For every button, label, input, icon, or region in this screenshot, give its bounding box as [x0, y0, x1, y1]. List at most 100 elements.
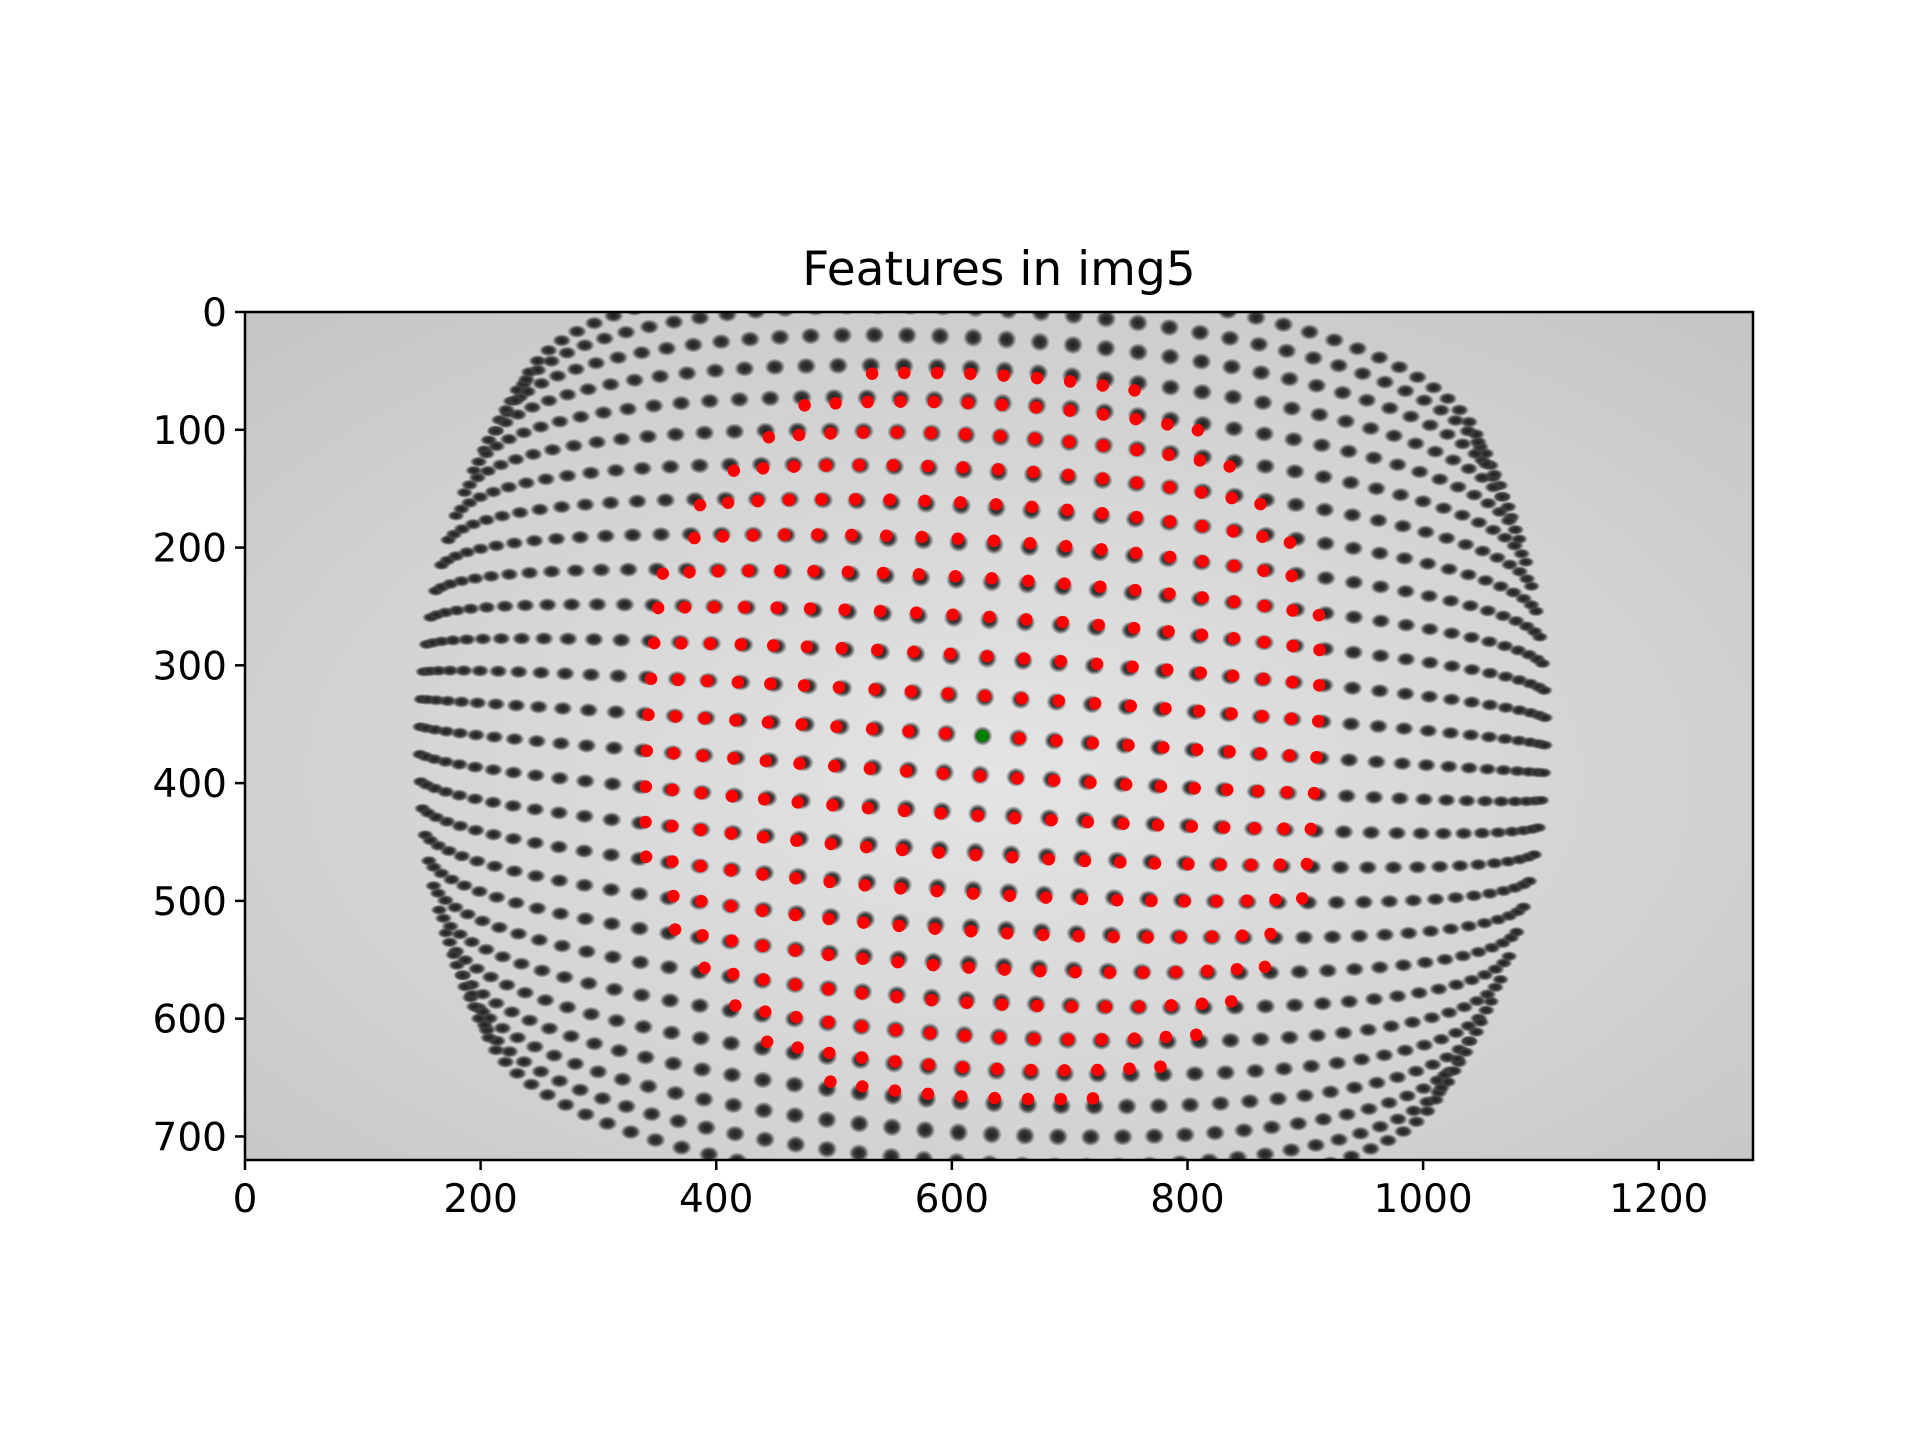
feature-point: [958, 1029, 972, 1043]
feature-point: [1310, 750, 1323, 764]
image-dot: [586, 434, 607, 450]
feature-point: [927, 395, 941, 409]
image-dot: [483, 795, 503, 809]
image-dot: [665, 426, 686, 443]
image-dot: [462, 935, 482, 949]
image-dot: [1341, 1149, 1362, 1160]
feature-point: [667, 889, 680, 903]
image-dot: [915, 1120, 936, 1140]
image-dot: [1499, 514, 1519, 527]
image-dot: [1358, 1101, 1379, 1116]
image-dot: [541, 564, 562, 579]
feature-point: [696, 749, 709, 763]
image-dot: [550, 736, 571, 751]
feature-point: [848, 493, 862, 506]
feature-point: [1114, 856, 1127, 869]
feature-point: [989, 498, 1003, 511]
feature-point: [694, 823, 707, 837]
image-dot: [1483, 523, 1503, 537]
feature-point: [1078, 854, 1092, 868]
image-dot: [662, 1055, 684, 1072]
feature-point: [1021, 1092, 1035, 1106]
image-dot: [1276, 342, 1297, 360]
feature-point: [811, 528, 824, 541]
feature-point: [865, 722, 879, 736]
image-dot: [506, 394, 526, 407]
image-dot: [1404, 1104, 1424, 1118]
feature-point: [1006, 851, 1019, 864]
image-dot: [1250, 364, 1272, 381]
feature-point: [1285, 569, 1298, 583]
feature-point: [761, 716, 775, 729]
image-dot: [591, 562, 612, 578]
feature-point: [880, 529, 893, 543]
feature-point: [1257, 564, 1270, 578]
image-dot: [1439, 562, 1459, 576]
image-dot: [1222, 388, 1244, 406]
feature-point: [855, 987, 869, 1000]
image-dot: [698, 1146, 720, 1160]
image-dot: [616, 1098, 637, 1115]
image-dot: [554, 969, 575, 985]
feature-point: [888, 1055, 902, 1068]
image-dot: [1284, 463, 1306, 480]
feature-point: [829, 397, 842, 410]
image-dot: [769, 328, 791, 346]
feature-point: [1086, 736, 1100, 750]
y-tick-label: 0: [202, 291, 227, 336]
image-dot: [1420, 418, 1441, 433]
y-tick-label: 700: [153, 1115, 227, 1160]
feature-point: [642, 708, 655, 722]
feature-point: [1145, 894, 1158, 908]
feature-point: [978, 689, 992, 703]
image-dot: [723, 1096, 744, 1114]
feature-point: [822, 1015, 835, 1029]
image-dot: [981, 1124, 1002, 1145]
feature-point: [807, 564, 820, 578]
feature-point: [1065, 1000, 1079, 1013]
feature-point: [930, 884, 944, 898]
image-dot: [1299, 324, 1320, 340]
image-dot: [1339, 994, 1360, 1010]
feature-point: [873, 604, 887, 618]
image-dot: [1369, 683, 1390, 699]
feature-point: [1013, 732, 1026, 745]
image-dot: [1460, 728, 1481, 742]
image-dot: [1435, 952, 1455, 967]
feature-point: [891, 955, 904, 969]
image-dot: [486, 996, 506, 1010]
feature-point: [1225, 491, 1238, 505]
feature-point: [1084, 776, 1097, 789]
feature-point: [865, 367, 879, 380]
feature-point: [1227, 559, 1241, 573]
image-dot: [1436, 793, 1457, 807]
feature-point: [1205, 930, 1219, 943]
image-dot: [1360, 1141, 1381, 1156]
image-dot: [452, 849, 472, 863]
image-dot: [1443, 453, 1463, 467]
feature-point: [1226, 669, 1240, 683]
feature-point: [852, 458, 866, 472]
image-dot: [1450, 859, 1470, 873]
image-dot: [1477, 762, 1498, 776]
image-dot: [1406, 1115, 1426, 1128]
feature-point: [1129, 546, 1143, 560]
feature-point: [823, 1046, 836, 1060]
image-dot: [605, 462, 626, 478]
feature-point: [1103, 966, 1117, 979]
image-dot: [511, 631, 532, 646]
image-dot: [574, 843, 595, 859]
image-dot: [1398, 926, 1419, 941]
image-dot: [1313, 469, 1334, 485]
image-dot: [1344, 961, 1365, 977]
feature-point: [1277, 822, 1291, 835]
image-dot: [1160, 378, 1181, 397]
feature-point: [1226, 524, 1240, 538]
image-dot: [587, 1064, 609, 1080]
image-dot: [449, 758, 469, 771]
x-tick-label: 600: [915, 1177, 989, 1222]
feature-point: [956, 461, 970, 474]
image-dot: [578, 702, 599, 718]
image-dot: [549, 414, 570, 429]
image-dot: [1315, 570, 1337, 586]
